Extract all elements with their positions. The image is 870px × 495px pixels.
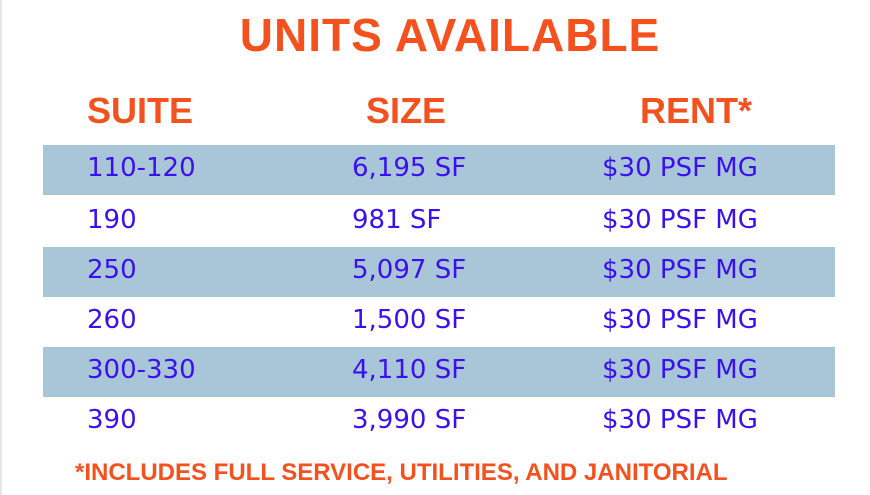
page-title: UNITS AVAILABLE [239,9,661,61]
cell-size: 4,110 SF [352,355,467,385]
cell-size: 981 SF [352,205,442,235]
cell-suite: 300-330 [87,355,196,385]
cell-size: 6,195 SF [352,153,467,183]
cell-rent: $30 PSF MG [602,305,758,335]
cell-rent: $30 PSF MG [602,405,758,435]
header-size: SIZE [366,90,447,131]
table-row: 390 3,990 SF $30 PSF MG [43,397,835,447]
cell-suite: 110-120 [87,153,196,183]
cell-suite: 390 [87,405,137,435]
cell-size: 1,500 SF [352,305,467,335]
cell-rent: $30 PSF MG [602,355,758,385]
cell-rent: $30 PSF MG [602,153,758,183]
table-row: 250 5,097 SF $30 PSF MG [43,247,835,297]
table-row: 260 1,500 SF $30 PSF MG [43,297,835,347]
table-row: 110-120 6,195 SF $30 PSF MG [43,145,835,195]
cell-suite: 250 [87,255,137,285]
cell-size: 5,097 SF [352,255,467,285]
table-row: 190 981 SF $30 PSF MG [43,197,835,247]
cell-size: 3,990 SF [352,405,467,435]
header-rent: RENT* [640,90,753,131]
header-suite: SUITE [87,90,194,131]
page-edge [0,0,2,495]
cell-rent: $30 PSF MG [602,205,758,235]
table-row: 300-330 4,110 SF $30 PSF MG [43,347,835,397]
cell-suite: 260 [87,305,137,335]
cell-rent: $30 PSF MG [602,255,758,285]
footnote: *INCLUDES FULL SERVICE, UTILITIES, AND J… [75,459,728,486]
cell-suite: 190 [87,205,137,235]
